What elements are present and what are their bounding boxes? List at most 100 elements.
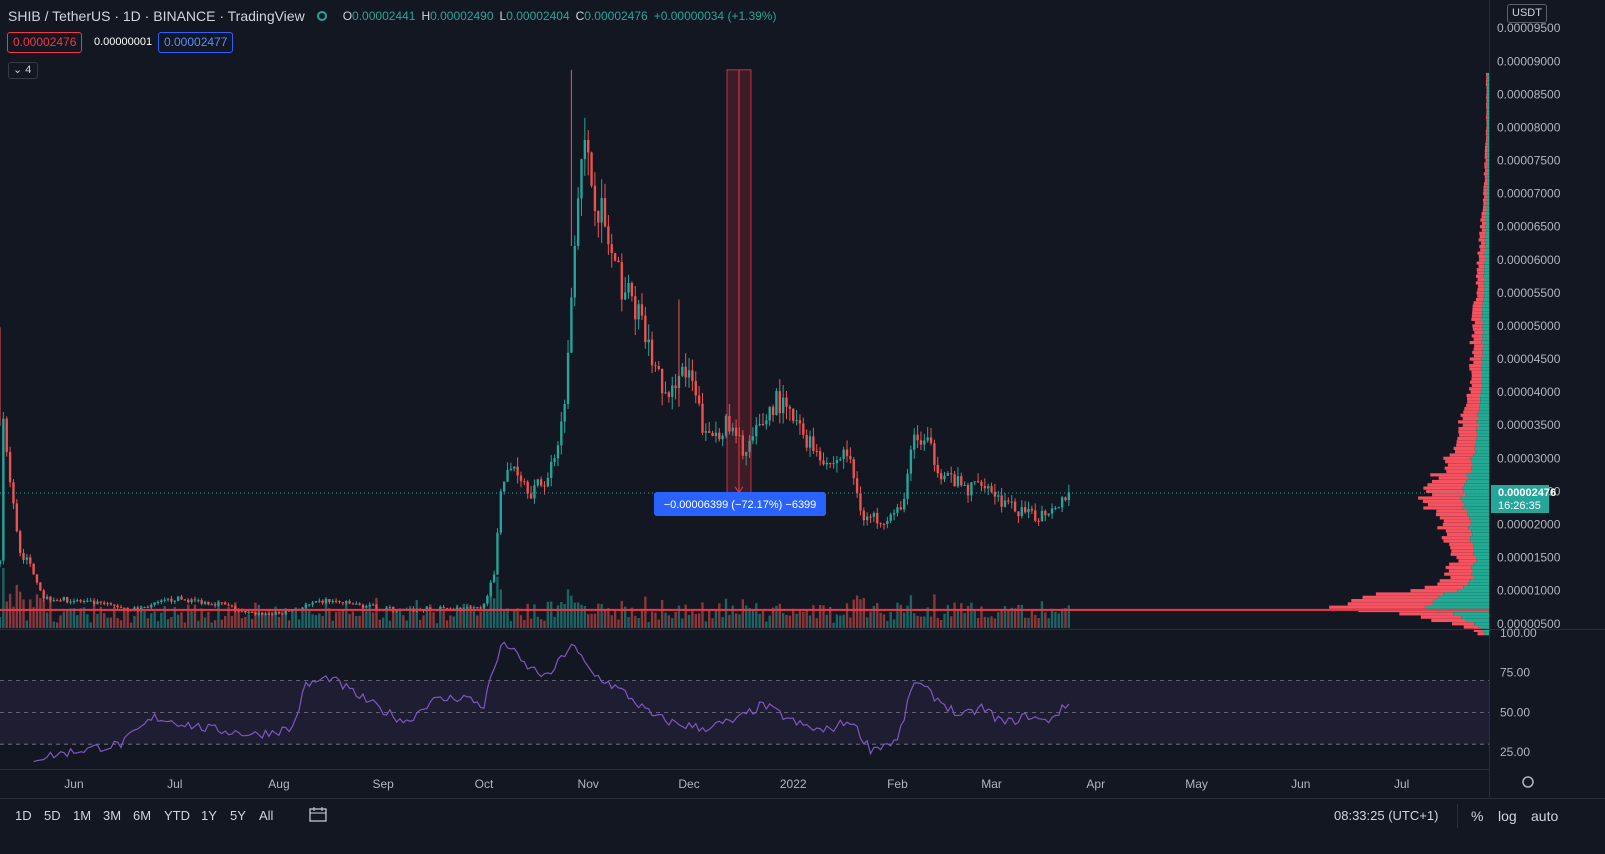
price-tick-label: 0.00005000 xyxy=(1497,319,1561,333)
profile-bar-buy xyxy=(1484,287,1489,292)
profile-bar-buy xyxy=(1485,231,1489,235)
candle-body xyxy=(1067,492,1071,501)
candle-body xyxy=(89,600,92,602)
candle-body xyxy=(49,596,52,601)
timeframe-5d[interactable]: 5D xyxy=(44,808,61,823)
volume-bar xyxy=(855,595,859,628)
volume-bar xyxy=(943,613,946,628)
candle-body xyxy=(902,498,906,510)
candle-body xyxy=(240,610,244,612)
volume-bar xyxy=(970,602,973,628)
candle-body xyxy=(674,385,677,389)
profile-bar-sell xyxy=(1458,430,1477,434)
timeframe-1m[interactable]: 1M xyxy=(73,808,92,823)
volume-bar xyxy=(398,608,402,628)
candle-body xyxy=(939,473,943,480)
buy-price-button[interactable]: 0.00002477 xyxy=(158,32,234,53)
profile-bar-sell xyxy=(1472,311,1483,315)
clock[interactable]: 08:33:25 (UTC+1) xyxy=(1334,808,1439,823)
candle-body xyxy=(620,262,623,300)
percent-scale-button[interactable]: % xyxy=(1471,808,1484,824)
timeframe-all[interactable]: All xyxy=(259,808,274,823)
candle-body xyxy=(227,604,230,606)
profile-bar-buy xyxy=(1484,251,1489,255)
candle-body xyxy=(802,423,805,435)
volume-bar xyxy=(166,619,170,628)
profile-bar-buy xyxy=(1488,89,1489,93)
candle-body xyxy=(119,607,123,609)
candle-body xyxy=(714,432,718,437)
profile-bar-buy xyxy=(1478,423,1489,427)
profile-bar-sell xyxy=(1446,469,1472,474)
auto-scale-button[interactable]: auto xyxy=(1531,808,1559,824)
profile-bar-buy xyxy=(1470,519,1489,523)
candle-body xyxy=(657,366,660,370)
volume-bar xyxy=(825,614,829,628)
volume-bar xyxy=(133,615,136,628)
profile-bar-sell xyxy=(1481,228,1487,232)
timeframe-ytd[interactable]: YTD xyxy=(164,808,190,823)
volume-bar xyxy=(489,585,492,628)
profile-bar-buy xyxy=(1486,198,1489,202)
profile-bar-sell xyxy=(1436,509,1468,513)
timeframe-6m[interactable]: 6M xyxy=(133,808,152,823)
symbol-title[interactable]: SHIB / TetherUS · 1D · BINANCE · Trading… xyxy=(8,8,305,24)
currency-select[interactable]: USDT xyxy=(1507,4,1547,23)
price-tick-label: 0.00001500 xyxy=(1497,551,1561,565)
candle-body xyxy=(936,464,939,474)
volume-bar xyxy=(775,605,778,628)
profile-bar-sell xyxy=(1466,393,1481,398)
timeframe-3m[interactable]: 3M xyxy=(103,808,122,823)
profile-bar-buy xyxy=(1487,119,1489,123)
candle-body xyxy=(906,473,909,499)
date-range-icon[interactable] xyxy=(309,806,327,822)
candle-body xyxy=(445,607,449,609)
candle-body xyxy=(1040,510,1044,522)
indicators-toggle[interactable]: ⌄ 4 xyxy=(8,62,38,79)
candle-body xyxy=(358,603,361,605)
volume-bar xyxy=(600,604,603,628)
price-tick-label: 0.00003500 xyxy=(1497,418,1561,432)
candle-body xyxy=(1017,511,1020,517)
volume-bar xyxy=(560,601,563,628)
price-tick-label: 0.00006500 xyxy=(1497,220,1561,234)
timeframe-1y[interactable]: 1Y xyxy=(201,808,217,823)
volume-bar xyxy=(365,609,368,628)
volume-bar xyxy=(1037,617,1040,628)
timeframe-5y[interactable]: 5Y xyxy=(230,808,246,823)
candle-body xyxy=(993,491,997,497)
profile-bar-buy xyxy=(1484,254,1489,259)
candle-body xyxy=(29,557,32,564)
candle-body xyxy=(593,185,597,212)
profile-bar-sell xyxy=(1470,380,1482,384)
candle-body xyxy=(694,381,697,396)
profile-bar-sell xyxy=(1485,72,1488,77)
candle-body xyxy=(341,602,345,604)
profile-bar-sell xyxy=(1471,334,1483,338)
sell-price-button[interactable]: 0.00002476 xyxy=(7,32,83,53)
volume-bar xyxy=(190,610,193,628)
profile-bar-sell xyxy=(1481,215,1487,219)
profile-bar-sell xyxy=(1477,271,1485,275)
volume-bar xyxy=(418,619,422,628)
profile-bar-buy xyxy=(1482,304,1489,308)
profile-bar-sell xyxy=(1484,182,1488,186)
profile-bar-sell xyxy=(1471,373,1483,378)
candle-body xyxy=(109,603,113,605)
candle-body xyxy=(872,512,876,517)
volume-bar xyxy=(610,615,613,628)
candle-body xyxy=(818,451,822,461)
candle-body xyxy=(946,473,950,476)
log-scale-button[interactable]: log xyxy=(1498,808,1517,824)
volume-bar xyxy=(714,610,718,628)
profile-bar-sell xyxy=(1451,549,1474,553)
profile-bar-sell xyxy=(1486,96,1488,100)
profile-bar-sell xyxy=(1443,539,1471,543)
rsi-tick-label: 25.00 xyxy=(1500,745,1530,759)
volume-bar xyxy=(869,611,872,628)
timeframe-1d[interactable]: 1D xyxy=(15,808,32,823)
candle-body xyxy=(671,385,674,397)
candle-body xyxy=(835,460,839,464)
profile-bar-buy xyxy=(1477,413,1489,417)
